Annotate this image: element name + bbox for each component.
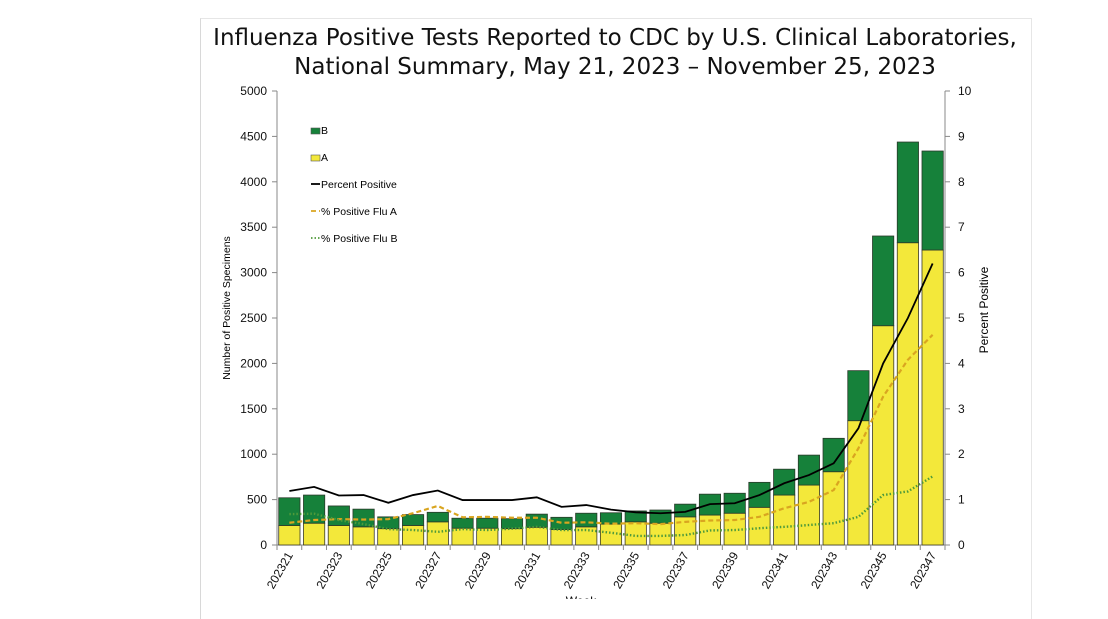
bar-b-202334 bbox=[599, 512, 623, 525]
chart-title-line-1: Influenza Positive Tests Reported to CDC… bbox=[213, 25, 1017, 51]
x-axis-label: Week bbox=[566, 594, 597, 599]
bar-a-202326 bbox=[402, 525, 425, 546]
bar-b-202326 bbox=[402, 514, 425, 526]
y-tick-label: 2000 bbox=[240, 356, 267, 370]
x-tick-label: 202341 bbox=[759, 549, 791, 591]
bar-b-202321 bbox=[278, 497, 301, 526]
bar-a-202336 bbox=[649, 522, 672, 546]
bar-b-202344 bbox=[847, 370, 870, 422]
x-tick-label: 202321 bbox=[264, 549, 296, 591]
bar-a-202346 bbox=[896, 242, 919, 546]
y2-tick-label: 10 bbox=[958, 84, 972, 98]
y2-tick-label: 4 bbox=[958, 356, 965, 370]
bar-a-202323 bbox=[327, 525, 350, 546]
bar-a-202334 bbox=[599, 523, 623, 546]
x-tick-label: 202327 bbox=[412, 549, 444, 591]
y2-tick-label: 7 bbox=[958, 220, 965, 234]
x-tick-label: 202347 bbox=[907, 549, 939, 591]
bar-b-202346 bbox=[896, 141, 919, 244]
chart: 0 500 1000 1500 2000 2500 3000 3500 4000 4500 5000… bbox=[221, 84, 991, 599]
chart-title-line-2: National Summary, May 21, 2023 – Novembe… bbox=[294, 54, 936, 80]
bar-a-202330 bbox=[500, 528, 524, 546]
y-tick-label: 2500 bbox=[240, 311, 267, 325]
legend-label: % Positive Flu B bbox=[321, 233, 397, 245]
y2-tick-label: 2 bbox=[958, 447, 965, 461]
bar-b-202335 bbox=[624, 510, 647, 523]
line-percent-positive bbox=[289, 263, 934, 515]
x-tick-label: 202335 bbox=[610, 549, 642, 591]
y-tick-label: 0 bbox=[260, 538, 267, 552]
bar-b-202347 bbox=[921, 150, 944, 251]
x-tick-label: 202323 bbox=[313, 549, 345, 591]
bar-b-202333 bbox=[575, 512, 598, 528]
legend-swatch-A bbox=[310, 154, 321, 162]
bar-b-202341 bbox=[773, 468, 796, 496]
y2-tick-label: 1 bbox=[958, 493, 965, 507]
y-axis-label: Number of Positive Specimens bbox=[221, 236, 233, 380]
bar-b-202342 bbox=[797, 454, 820, 486]
y-tick-label: 500 bbox=[247, 493, 267, 507]
bar-b-202323 bbox=[327, 505, 350, 526]
y-tick-label: 1500 bbox=[240, 402, 267, 416]
x-tick-label: 202337 bbox=[660, 549, 692, 591]
y2-tick-label: 0 bbox=[958, 538, 965, 552]
y2-tick-label: 9 bbox=[958, 129, 965, 143]
y-tick-label: 4000 bbox=[240, 175, 267, 189]
legend-label: Percent Positive bbox=[321, 179, 397, 191]
bar-a-202321 bbox=[278, 525, 301, 546]
bar-a-202325 bbox=[377, 528, 400, 546]
bar-a-202335 bbox=[624, 521, 647, 546]
bar-b-202345 bbox=[872, 235, 895, 327]
y2-tick-label: 3 bbox=[958, 402, 965, 416]
bar-a-202322 bbox=[303, 522, 326, 546]
legend-label-A: A bbox=[321, 152, 328, 164]
x-tick-label: 202331 bbox=[511, 549, 543, 591]
bar-a-202332 bbox=[550, 529, 573, 546]
bar-a-202328 bbox=[451, 527, 474, 546]
y2-tick-label: 5 bbox=[958, 311, 965, 325]
bar-b-202325 bbox=[377, 516, 400, 530]
bar-b-202331 bbox=[525, 513, 548, 528]
bar-b-202337 bbox=[674, 503, 697, 518]
bar-a-202345 bbox=[872, 325, 895, 546]
y-tick-label: 1000 bbox=[240, 447, 267, 461]
bar-a-202347 bbox=[921, 249, 944, 546]
x-tick-label: 202325 bbox=[363, 549, 395, 591]
bar-b-202324 bbox=[352, 508, 375, 528]
bar-a-202343 bbox=[822, 471, 845, 546]
bar-b-202343 bbox=[822, 437, 845, 473]
legend-swatch-B bbox=[310, 127, 321, 135]
y-tick-label: 3500 bbox=[240, 220, 267, 234]
bar-a-202331 bbox=[525, 526, 548, 546]
chart-panel bbox=[200, 18, 1032, 619]
y-tick-label: 3000 bbox=[240, 266, 267, 280]
legend-label-B: B bbox=[321, 125, 328, 137]
bar-a-202327 bbox=[426, 521, 449, 546]
y-tick-label: 4500 bbox=[240, 129, 267, 143]
line--positive-flu-a bbox=[289, 334, 934, 526]
legend-label: % Positive Flu A bbox=[321, 206, 397, 218]
y2-axis-label: Percent Positive bbox=[977, 266, 991, 353]
bar-a-202324 bbox=[352, 526, 375, 546]
bar-b-202327 bbox=[426, 511, 449, 523]
x-tick-label: 202345 bbox=[858, 549, 890, 591]
y2-tick-label: 6 bbox=[958, 266, 965, 280]
bar-a-202342 bbox=[797, 484, 820, 546]
bar-b-202329 bbox=[476, 517, 499, 529]
bar-a-202340 bbox=[748, 506, 771, 546]
x-tick-label: 202339 bbox=[709, 549, 741, 591]
line--positive-flu-b bbox=[289, 475, 934, 538]
x-tick-label: 202333 bbox=[561, 549, 593, 591]
bar-b-202322 bbox=[303, 494, 326, 524]
bar-b-202328 bbox=[451, 517, 474, 529]
bar-a-202341 bbox=[773, 494, 796, 546]
y2-tick-label: 8 bbox=[958, 175, 965, 189]
x-tick-label: 202329 bbox=[462, 549, 494, 591]
y-tick-label: 5000 bbox=[240, 84, 267, 98]
chart-title: Influenza Positive Tests Reported to CDC… bbox=[200, 24, 1030, 82]
x-tick-label: 202343 bbox=[808, 549, 840, 591]
